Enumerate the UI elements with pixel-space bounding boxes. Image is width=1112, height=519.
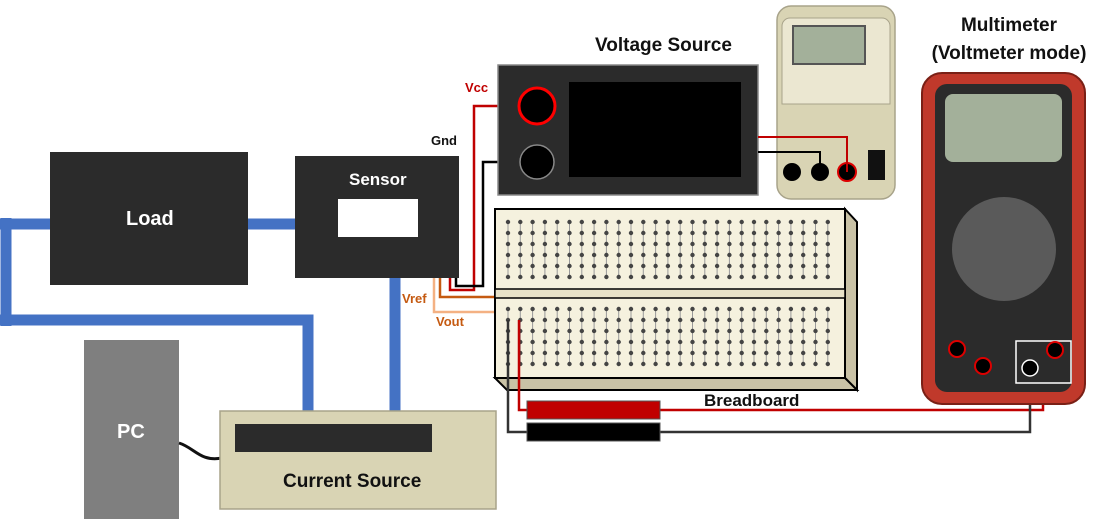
multimeter-display [945,94,1062,162]
vref-label: Vref [402,291,427,306]
voltage-source-label: Voltage Source [595,35,732,56]
multimeter-com-jack [1021,359,1039,377]
multimeter-jack-1 [948,340,966,358]
current-source-label: Current Source [283,471,422,492]
sensor-aperture [338,199,418,237]
vcc-wire [448,104,520,292]
load-block [50,152,248,285]
black-probe [526,422,661,442]
multimeter-jack-2 [974,357,992,375]
breadboard-holes [505,219,830,367]
sensor-label: Sensor [349,170,407,189]
gnd-terminal [519,144,555,180]
current-source-display [235,424,432,452]
vout-wire [432,278,506,314]
multimeter-label-line2: (Voltmeter mode) [931,43,1087,64]
voltage-source-screen [569,82,741,177]
multimeter-label-line1: Multimeter [960,15,1058,36]
multimeter [921,72,1086,405]
black-probe-wire [506,320,527,434]
multimeter-v-jack [1046,341,1064,359]
vcc-terminal [517,86,557,126]
pc-tower [84,340,179,519]
small-meter-jack-1 [783,163,801,181]
vcc-label: Vcc [465,80,489,95]
vs-meter-black-wire [758,151,821,172]
load-label: Load [126,208,174,230]
red-probe [526,400,661,420]
pc-label: PC [117,421,145,443]
small-meter-switch [868,150,885,180]
breadboard [492,206,860,393]
pc-cable [178,441,223,461]
multimeter-dial [952,197,1056,301]
gnd-label: Gnd [431,133,457,148]
breadboard-label: Breadboard [704,391,800,410]
vout-label: Vout [436,314,464,329]
small-meter-display [792,25,866,65]
vs-meter-red-wire [758,136,848,172]
red-probe-wire [517,320,527,412]
